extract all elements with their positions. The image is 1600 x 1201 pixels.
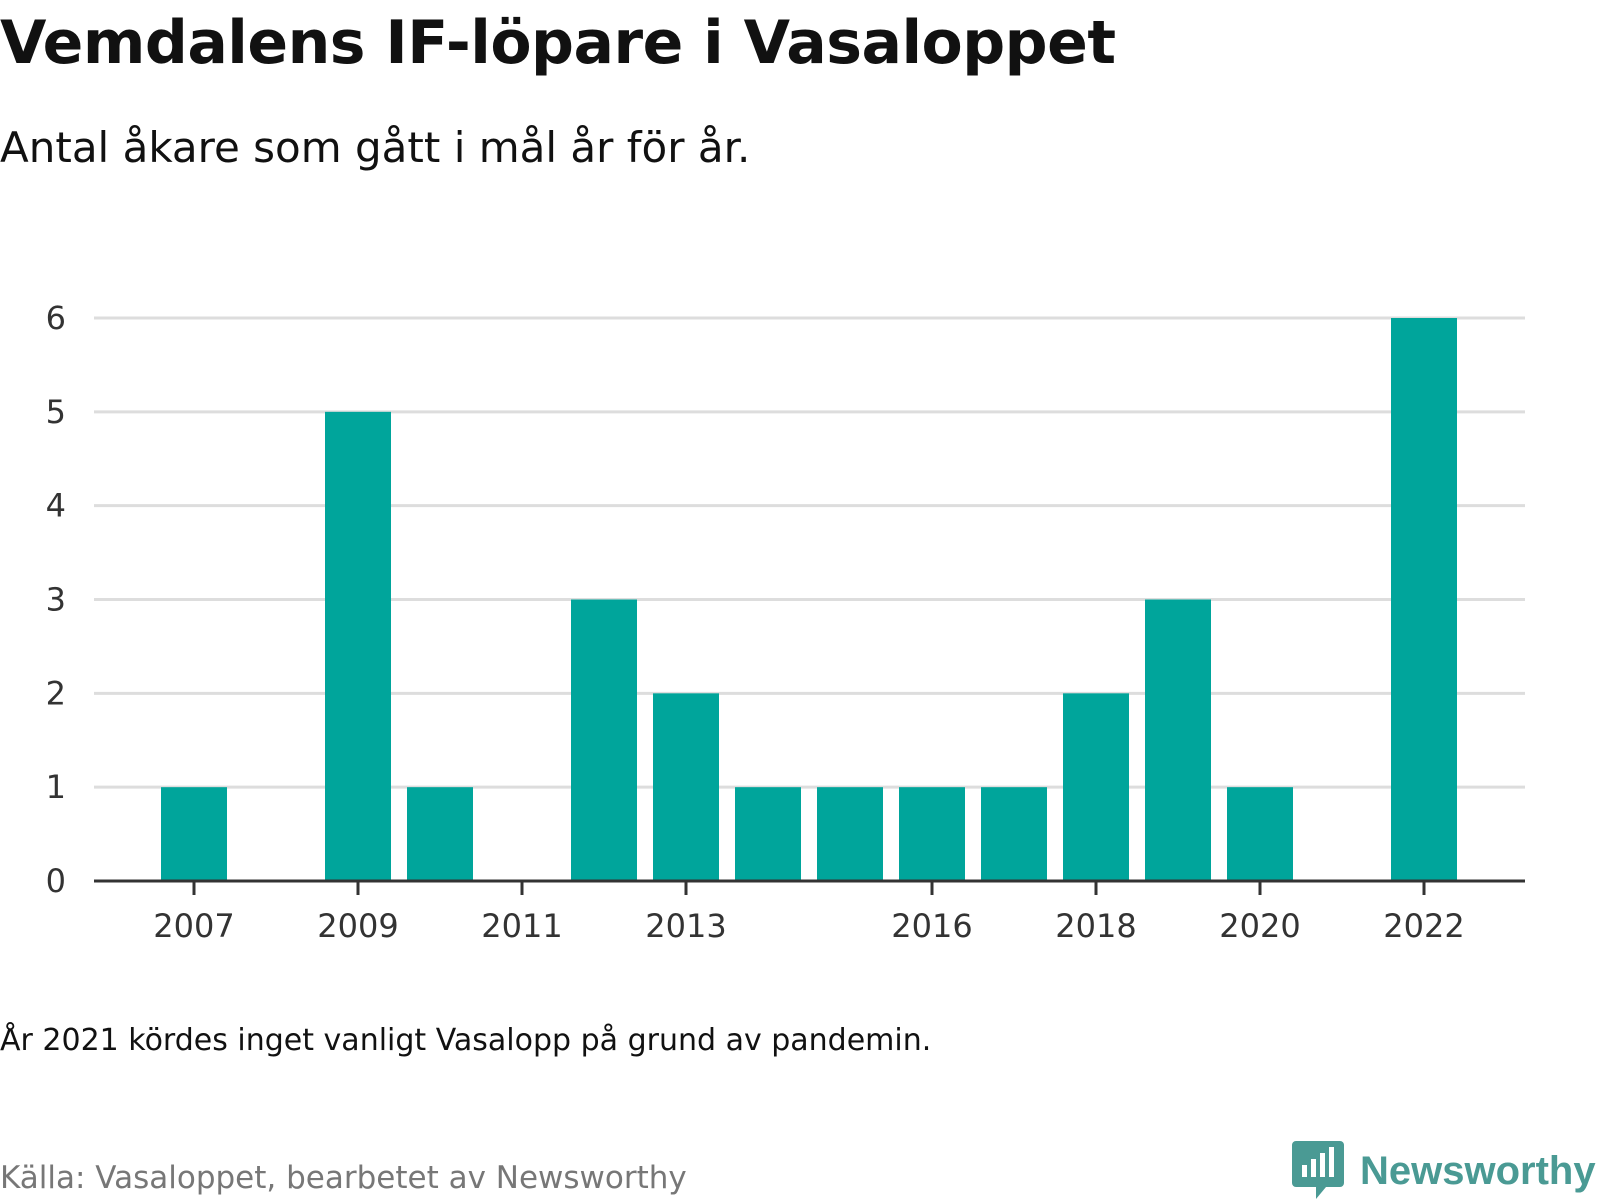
source-credit: Källa: Vasaloppet, bearbetet av Newswort…: [0, 1160, 687, 1196]
y-tick-label: 0: [46, 862, 66, 900]
x-tick-label: 2009: [317, 907, 398, 945]
axes: 0 1 2 3 4 5 6 2007 2009 2011 2013 2016 2018 2020 2022: [46, 299, 1525, 945]
bar-2018: [1063, 693, 1129, 881]
chart-title: Vemdalens IF-löpare i Vasaloppet: [0, 8, 1116, 78]
y-tick-label: 3: [46, 581, 66, 619]
y-tick-label: 6: [46, 299, 66, 337]
bar-2007: [161, 787, 227, 881]
x-tick-label: 2018: [1055, 907, 1136, 945]
bar-2010: [407, 787, 473, 881]
chart-note: År 2021 kördes inget vanligt Vasalopp på…: [0, 1023, 932, 1058]
bar-2012: [571, 599, 637, 881]
bar-chart: 0 1 2 3 4 5 6 2007 2009 2011 2013 2016 2018 2020 2022: [46, 299, 1525, 945]
bar-2022: [1391, 318, 1457, 881]
bar-2016: [899, 787, 965, 881]
x-tick-label: 2011: [481, 907, 562, 945]
x-tick-label: 2007: [153, 907, 234, 945]
y-tick-label: 5: [46, 393, 66, 431]
bar-2017: [981, 787, 1047, 881]
y-tick-label: 4: [46, 487, 66, 525]
x-tick-label: 2020: [1219, 907, 1300, 945]
bar-2015: [817, 787, 883, 881]
newsworthy-logo-icon: [1292, 1141, 1344, 1199]
chart-subtitle: Antal åkare som gått i mål år för år.: [0, 123, 751, 172]
brand-logo: Newsworthy: [1292, 1141, 1596, 1201]
bar-2014: [735, 787, 801, 881]
bar-2013: [653, 693, 719, 881]
gridlines: [94, 316, 1525, 789]
bar-2020: [1227, 787, 1293, 881]
y-tick-label: 2: [46, 674, 66, 712]
bars: [161, 318, 1457, 881]
x-tick-label: 2022: [1383, 907, 1464, 945]
x-tick-label: 2016: [891, 907, 972, 945]
brand-name: Newsworthy: [1360, 1148, 1596, 1193]
y-tick-label: 1: [46, 768, 66, 806]
x-tick-label: 2013: [645, 907, 726, 945]
bar-2019: [1145, 599, 1211, 881]
bar-2009: [325, 411, 391, 881]
